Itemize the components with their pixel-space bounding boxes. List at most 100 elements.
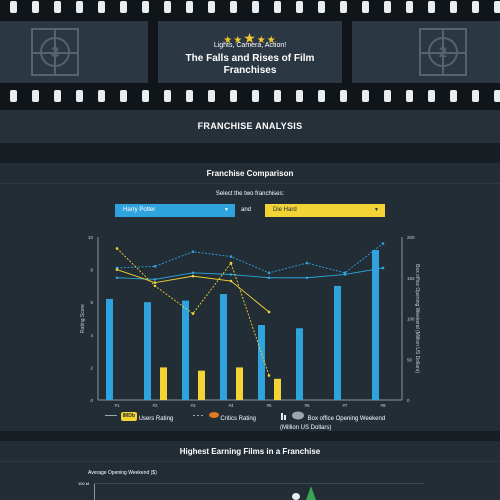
y2-tick-label: 150 [407,276,415,281]
film-hole [186,1,193,13]
franchise-a-selected: Harry Potter [123,207,156,213]
point-critics-line [115,247,119,250]
y2-tick-label: 200 [407,235,415,240]
point-users-line [153,281,157,284]
film-hole [98,1,105,13]
legend-item-critics: Critics Rating [193,411,256,424]
point-users-line [153,278,157,281]
highest-earning-panel: Highest Earning Films in a Franchise Ave… [0,441,500,500]
film-hole [318,1,325,13]
y2-tick-label: 50 [407,357,413,362]
bar-franchise-b [274,378,281,400]
x-tick-label: #5 [266,403,272,408]
film-hole [274,90,281,102]
film-hole [32,90,39,102]
point-users-line [229,279,233,283]
bar-franchise-a [144,302,151,400]
franchise-b-selected: Die Hard [273,207,297,213]
film-perforations-bottom [0,89,500,103]
point-users-line [115,268,119,271]
point-critics-line [229,261,233,265]
peak-marker-icon [306,486,316,500]
point-critics-line [153,284,157,288]
film-hole [252,90,259,102]
line-franchise-b-critics-line [116,248,270,376]
highest-chart-y-axis [94,483,95,500]
tomato-icon [208,412,219,418]
film-hole [76,90,83,102]
franchise-a-dropdown[interactable]: Harry Potter ▼ [115,204,235,217]
franchise-select-prompt: Select the two franchises: [215,191,285,197]
section-spacer [0,143,500,163]
imdb-logo-icon: IMDb [120,412,137,421]
film-hole [230,90,237,102]
bar-franchise-a [220,294,227,400]
film-hole [164,1,171,13]
film-hole [274,1,281,13]
bar-franchise-a [182,300,189,400]
legend-label-critics: Critics Rating [220,416,257,422]
point-critics-line [267,374,271,377]
point-critics-line [305,261,309,265]
y2-tick-label: 100 [407,317,415,322]
x-tick-label: #6 [304,403,310,408]
film-hole [32,1,39,13]
point-critics-line [343,271,347,275]
film-hole [54,90,61,102]
film-hole [428,1,435,13]
chevron-down-icon: ▼ [374,207,379,213]
y-tick-label: 8 [90,268,93,273]
divider [0,461,500,462]
y-tick-label: 2 [90,365,93,370]
header-tagline: Lights, Camera, Action! [213,42,287,49]
bar-franchise-b [198,370,205,400]
film-hole [406,1,413,13]
y-tick-label: 6 [90,300,93,305]
point-users-line [191,274,195,278]
bar-franchise-a [106,298,113,400]
film-hole [296,90,303,102]
film-hole [10,1,17,13]
countdown-leader-icon: 2 [419,28,467,76]
bar-franchise-b [236,367,243,400]
x-tick-label: #7 [342,403,348,408]
bar-franchise-a [334,285,341,400]
legend-label-users: Users Rating [138,416,174,422]
point-users-line [229,273,233,276]
film-hole [142,1,149,13]
point-users-line [381,266,385,270]
film-strip-header: 3 ★★★★★ Lights, Camera, Action! The Fall… [0,0,500,110]
line-franchise-a-users-line [116,267,384,280]
franchise-b-dropdown[interactable]: Die Hard ▼ [265,204,385,217]
point-users-line [115,276,119,280]
point-users-line [191,271,195,275]
point-critics-line [153,265,157,268]
highest-chart-y-axis-label: Average Opening Weekend ($) [88,470,157,476]
chevron-down-icon: ▼ [224,207,229,213]
bar-franchise-a [372,250,379,400]
x-tick-label: #4 [228,403,234,408]
film-hole [428,90,435,102]
point-critics-line [191,312,195,315]
page-title: The Falls and Rises of Film Franchises [158,53,342,77]
point-users-line [305,276,309,280]
film-hole [450,1,457,13]
page-title-line2: Franchises [223,65,277,76]
film-hole [362,1,369,13]
film-hole [472,1,479,13]
line-franchise-a-critics-line [116,243,384,274]
film-hole [296,1,303,13]
highest-chart-gridline [94,483,424,484]
section-heading-highest: Highest Earning Films in a Franchise [179,447,321,456]
film-hole [10,90,17,102]
point-critics-line [267,271,271,275]
film-hole [318,90,325,102]
highest-chart-y-tick: 100 M [78,481,90,486]
conjunction-label: and [241,207,252,213]
section-spacer [0,431,500,441]
film-perforations-top [0,0,500,14]
film-hole [208,1,215,13]
point-users-line [267,276,271,280]
film-hole [76,1,83,13]
